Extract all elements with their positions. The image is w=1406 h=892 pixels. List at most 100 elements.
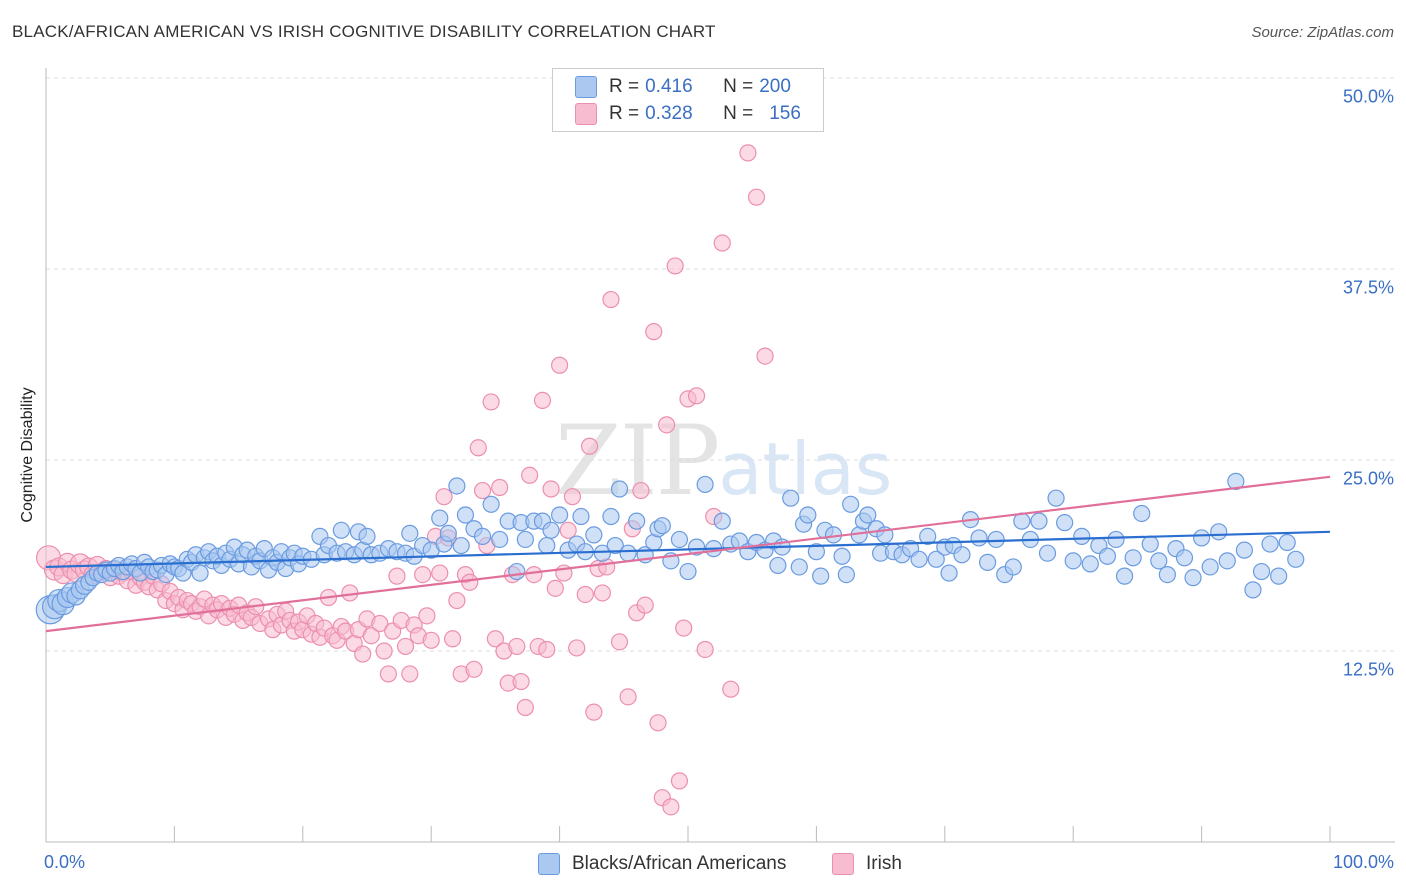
blacks-point [696, 475, 714, 494]
irish-point [632, 481, 650, 500]
legend-swatch-blue [575, 76, 597, 98]
legend-r-label: R = [609, 103, 640, 124]
legend-n-value: 200 [759, 76, 791, 97]
blacks-point [1244, 581, 1262, 599]
legend-row-irish: R = 0.328 N = 156 [575, 102, 801, 126]
irish-point [465, 660, 483, 678]
blacks-point [1252, 562, 1271, 581]
stats-legend: R = 0.416 N = 200 R = 0.328 N = 156 [552, 68, 824, 132]
irish-point [371, 614, 389, 633]
blacks-point [833, 547, 851, 565]
legend-swatch-blue [538, 853, 560, 875]
blacks-point [542, 521, 560, 539]
legend-item-irish[interactable]: Irish [832, 852, 902, 876]
irish-point [593, 584, 612, 602]
irish-point [645, 323, 663, 341]
irish-point [546, 579, 564, 597]
axis-layer [45, 68, 1395, 843]
irish-point [525, 565, 543, 584]
legend-n-label: N = [723, 103, 754, 124]
legend-item-blacks[interactable]: Blacks/African Americans [538, 852, 786, 876]
irish-point [401, 665, 419, 683]
legend-n-value: 156 [769, 103, 801, 124]
blacks-point [1235, 541, 1254, 559]
blacks-point [602, 507, 620, 526]
blacks-point [1107, 530, 1125, 549]
x-tick-label-max: 100.0% [1332, 852, 1394, 872]
blacks-point [1056, 514, 1074, 532]
blacks-point [1158, 565, 1176, 584]
blacks-point [679, 562, 697, 581]
irish-point [542, 480, 560, 498]
irish-point [670, 772, 689, 790]
irish-point [585, 703, 603, 721]
irish-point [521, 466, 539, 484]
irish-point [610, 633, 629, 651]
blacks-point [978, 553, 997, 571]
blacks-point [452, 536, 470, 555]
blacks-point [927, 550, 945, 568]
blacks-points [35, 472, 1305, 625]
blacks-point [1004, 558, 1022, 576]
blacks-point [1038, 544, 1057, 562]
blacks-point [769, 556, 787, 575]
blacks-point [910, 550, 928, 568]
irish-point [550, 356, 569, 374]
blacks-point [1047, 489, 1065, 507]
y-axis-label: Cognitive Disability [19, 387, 36, 523]
irish-trend-line [45, 475, 1331, 633]
blacks-point [585, 526, 603, 544]
blacks-point [1133, 504, 1151, 523]
blacks-point [550, 506, 569, 524]
blacks-point [1201, 558, 1219, 576]
chart-source: Source: ZipAtlas.com [1251, 24, 1394, 41]
irish-point [418, 607, 436, 625]
blacks-point [1175, 549, 1194, 567]
blacks-point [606, 536, 624, 555]
blacks-point [1192, 529, 1211, 547]
legend-n-label: N = [723, 76, 754, 97]
irish-point [713, 234, 731, 252]
irish-point [662, 798, 680, 816]
irish-point [756, 347, 774, 365]
irish-point [414, 565, 432, 584]
irish-point [722, 680, 740, 698]
irish-points [35, 99, 774, 816]
blacks-point [358, 527, 376, 546]
blacks-point [491, 530, 509, 549]
irish-point [473, 481, 492, 500]
irish-point [379, 665, 397, 683]
legend-row-blacks: R = 0.416 N = 200 [575, 75, 791, 99]
irish-point [486, 630, 504, 648]
irish-point [568, 639, 586, 657]
blacks-point [431, 509, 449, 527]
irish-point [602, 290, 620, 309]
irish-point [491, 478, 509, 497]
irish-point [375, 642, 393, 660]
irish-point [362, 627, 380, 645]
irish-point [576, 585, 594, 604]
blacks-point [1141, 535, 1159, 553]
irish-point [461, 573, 479, 591]
blacks-point [837, 565, 855, 584]
chart-title: BLACK/AFRICAN AMERICAN VS IRISH COGNITIV… [12, 22, 716, 41]
irish-point [508, 637, 526, 656]
blacks-point [859, 506, 877, 524]
blacks-point [191, 564, 209, 582]
blacks-point [1261, 535, 1279, 553]
blacks-point [332, 521, 350, 539]
blacks-point [919, 527, 937, 546]
blacks-point [653, 517, 671, 535]
blacks-trend-line [45, 530, 1331, 569]
blacks-point [790, 558, 808, 576]
irish-point [396, 637, 415, 656]
irish-point [739, 144, 757, 162]
blacks-point [628, 512, 646, 530]
blacks-point [456, 506, 475, 524]
irish-point [657, 416, 676, 434]
blacks-point [807, 543, 826, 561]
trend-lines [45, 475, 1331, 633]
blacks-point [953, 546, 971, 564]
blacks-point [610, 480, 629, 498]
blacks-point [1227, 472, 1245, 490]
